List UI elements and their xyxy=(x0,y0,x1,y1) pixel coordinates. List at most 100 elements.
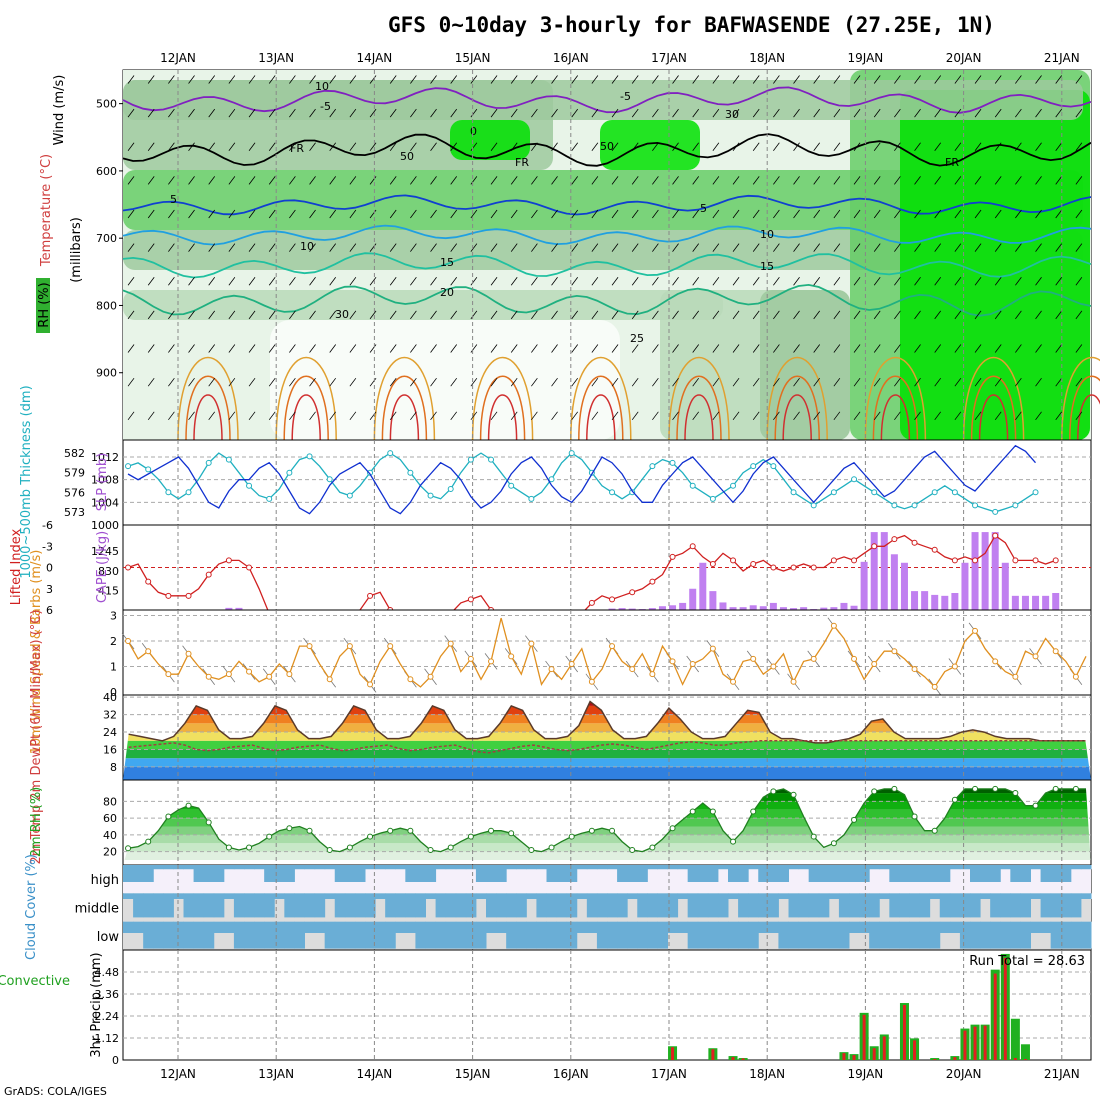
cloud-cell xyxy=(486,865,497,882)
cloud-cell xyxy=(627,865,638,882)
wind-barb xyxy=(934,209,942,219)
wind-speed-line-point xyxy=(689,660,696,667)
lifted-index-axis-label: Lifted Index xyxy=(9,528,24,605)
cloud-cell xyxy=(838,893,850,918)
warm-contour xyxy=(676,375,722,441)
wind-barb xyxy=(289,277,296,286)
wind-barb xyxy=(652,75,659,84)
cape-bar xyxy=(235,607,243,610)
cloud-cell xyxy=(395,921,406,933)
wind-barb xyxy=(450,310,458,320)
wind-barb xyxy=(147,108,155,118)
cloud-cell xyxy=(687,921,699,949)
rh-point xyxy=(387,827,394,834)
cloud-cell xyxy=(1040,865,1052,882)
wind-barb xyxy=(369,310,377,320)
wind-barb xyxy=(652,142,659,151)
wind-barb xyxy=(1075,108,1083,118)
cloud-cell xyxy=(425,865,437,882)
cloud-cell xyxy=(1070,921,1082,949)
cloud-cell xyxy=(304,865,316,870)
wind-barb xyxy=(692,75,700,84)
cloud-row-label: middle xyxy=(75,902,119,917)
wind-barb xyxy=(1055,243,1063,252)
wind-barb xyxy=(631,243,639,252)
wind-barb xyxy=(773,377,780,387)
cloud-cell xyxy=(203,921,215,949)
wind-barb xyxy=(914,176,921,185)
wind-barb xyxy=(228,377,236,387)
wind-barb xyxy=(289,75,296,84)
wind-barb xyxy=(752,277,760,286)
cloud-cell xyxy=(294,865,305,870)
wind-barb xyxy=(914,377,921,387)
wind-barb xyxy=(672,377,679,387)
wind-barb xyxy=(631,344,639,353)
rh-point xyxy=(528,846,535,853)
cape-bar xyxy=(1021,595,1029,610)
cloud-cell xyxy=(1060,865,1072,882)
cloud-cell xyxy=(879,893,890,899)
wind-barb xyxy=(188,411,195,421)
wind-barb xyxy=(692,209,700,219)
cloud-cell xyxy=(526,921,537,949)
cloud-cell xyxy=(556,893,568,918)
precip-convective-bar xyxy=(993,973,997,1060)
precip-tick-label: 3.36 xyxy=(95,988,120,1001)
wind-barb xyxy=(894,209,901,219)
wind-barb xyxy=(268,277,276,286)
rh-point xyxy=(326,846,333,853)
date-label-bottom: 19JAN xyxy=(848,1067,884,1081)
precip-tick-label: 2.24 xyxy=(95,1010,120,1023)
cloud-cell xyxy=(970,893,981,918)
wind-barb xyxy=(349,75,357,84)
wind-barb xyxy=(248,310,256,320)
wind-barb xyxy=(289,209,296,219)
wind-barb xyxy=(752,209,760,219)
wind-barb xyxy=(208,142,216,151)
precip-convective-bar xyxy=(711,1049,715,1060)
wind-barb xyxy=(631,209,639,219)
thickness-line-point xyxy=(951,489,958,496)
wind-barb xyxy=(188,108,195,118)
cloud-cell xyxy=(385,921,396,949)
wind-barb xyxy=(974,176,982,185)
wind-barb xyxy=(1075,310,1083,320)
cloud-cell xyxy=(959,893,971,918)
wind-barb xyxy=(793,209,800,219)
cloud-cell xyxy=(254,893,265,918)
temp-tick-label: 16 xyxy=(103,743,117,756)
warm-contour xyxy=(291,394,321,441)
cloud-cell xyxy=(294,921,305,949)
cape-tick-label: 1245 xyxy=(91,545,119,558)
warm-contour xyxy=(962,357,1025,441)
cloud-cell xyxy=(1000,865,1011,870)
cloud-cell xyxy=(475,865,487,882)
wind-barb xyxy=(329,243,337,252)
wind-speed-line-point xyxy=(387,643,394,650)
wind-barb xyxy=(490,243,498,252)
rh-point xyxy=(286,825,293,832)
wind-barb xyxy=(531,310,538,320)
wind-barb xyxy=(974,344,982,353)
cloud-cell xyxy=(465,865,477,870)
contour-label: 50 xyxy=(600,140,614,153)
lifted-index-line-point xyxy=(891,536,898,543)
wind-barb xyxy=(833,277,841,286)
date-label-bottom: 14JAN xyxy=(357,1067,393,1081)
cloud-cell xyxy=(516,865,527,870)
wind-barb xyxy=(329,108,337,118)
wind-barb xyxy=(309,377,316,387)
wind-speed-line-point xyxy=(669,658,676,665)
wind-barb xyxy=(813,411,821,421)
warm-contour xyxy=(684,394,714,441)
wind-barb xyxy=(188,310,195,320)
wind-barb xyxy=(551,377,558,387)
cloud-cell xyxy=(254,865,265,870)
wind-barb xyxy=(692,310,700,320)
cloud-cell xyxy=(748,865,759,870)
wind-barb xyxy=(873,310,881,320)
wind-barb xyxy=(571,209,579,219)
wind-barb xyxy=(490,310,498,320)
wind-barb xyxy=(1075,176,1083,185)
